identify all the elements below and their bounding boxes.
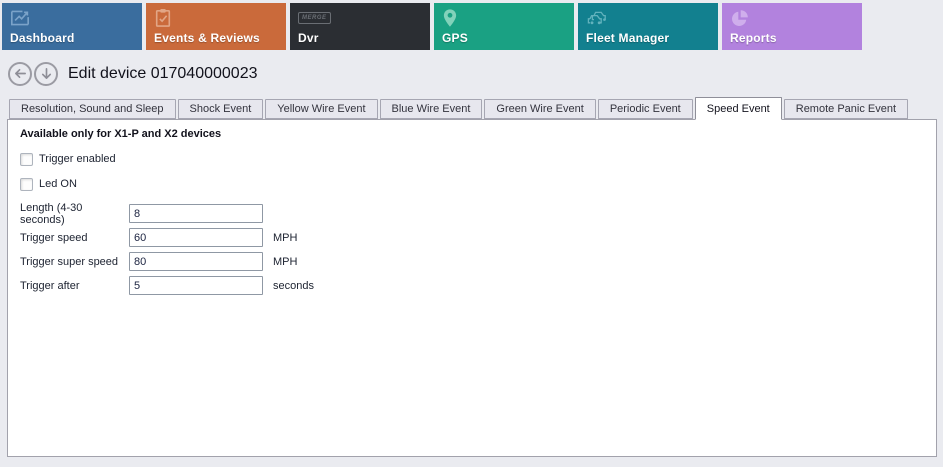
tab-periodic-event[interactable]: Periodic Event [597, 99, 693, 119]
download-button[interactable] [34, 61, 58, 86]
trigger-speed-input[interactable] [129, 228, 263, 247]
speed-event-panel: Available only for X1-P and X2 devices T… [7, 119, 937, 457]
length-label: Length (4-30 seconds) [20, 201, 83, 226]
dvr-device-icon: MERGE [298, 7, 331, 29]
trigger-super-speed-row: Trigger super speed MPH [20, 252, 936, 271]
trigger-speed-label: Trigger speed [20, 231, 88, 244]
tab-shock-event[interactable]: Shock Event [177, 99, 264, 119]
nav-tile-fleet-manager[interactable]: Fleet Manager [578, 3, 718, 50]
trigger-after-label: Trigger after [20, 279, 80, 292]
main-nav: Dashboard Events & Reviews MERGE Dvr GPS [0, 0, 943, 50]
trigger-super-speed-input[interactable] [129, 252, 263, 271]
nav-tile-gps[interactable]: GPS [434, 3, 574, 50]
settings-tab-bar: Resolution, Sound and Sleep Shock Event … [0, 97, 943, 120]
tab-green-wire-event[interactable]: Green Wire Event [484, 99, 596, 119]
led-on-label: Led ON [39, 178, 77, 190]
trigger-super-speed-unit: MPH [273, 255, 298, 268]
nav-tile-label: Fleet Manager [586, 31, 670, 45]
tab-speed-event[interactable]: Speed Event [694, 97, 782, 120]
trigger-enabled-checkbox[interactable] [20, 152, 33, 166]
trigger-speed-unit: MPH [273, 231, 298, 244]
led-on-row: Led ON [20, 177, 936, 191]
page-header: Edit device 017040000023 [0, 50, 943, 97]
nav-tile-dvr[interactable]: MERGE Dvr [290, 3, 430, 50]
length-row: Length (4-30 seconds) [20, 201, 936, 226]
nav-tile-reports[interactable]: Reports [722, 3, 862, 50]
nav-tile-label: Dvr [298, 31, 319, 45]
nav-tile-label: GPS [442, 31, 468, 45]
trigger-enabled-row: Trigger enabled [20, 152, 936, 166]
nav-tile-label: Events & Reviews [154, 31, 260, 45]
led-on-checkbox[interactable] [20, 177, 33, 191]
page-title: Edit device 017040000023 [68, 64, 258, 82]
trigger-enabled-label: Trigger enabled [39, 153, 116, 165]
tab-resolution-sound-sleep[interactable]: Resolution, Sound and Sleep [9, 99, 176, 119]
length-input[interactable] [129, 204, 263, 223]
tab-yellow-wire-event[interactable]: Yellow Wire Event [265, 99, 378, 119]
nav-tile-label: Dashboard [10, 31, 75, 45]
trigger-after-unit: seconds [273, 279, 314, 292]
trigger-super-speed-label: Trigger super speed [20, 255, 119, 268]
trigger-after-input[interactable] [129, 276, 263, 295]
trigger-speed-row: Trigger speed MPH [20, 228, 936, 247]
nav-tile-events-reviews[interactable]: Events & Reviews [146, 3, 286, 50]
pie-chart-icon [730, 7, 749, 29]
tab-remote-panic-event[interactable]: Remote Panic Event [783, 99, 909, 119]
availability-notice: Available only for X1-P and X2 devices [20, 128, 222, 140]
tab-blue-wire-event[interactable]: Blue Wire Event [379, 99, 483, 119]
vehicles-icon [586, 7, 610, 29]
nav-tile-dashboard[interactable]: Dashboard [2, 3, 142, 50]
checkbox-group: Trigger enabled Led ON [20, 152, 936, 191]
trend-chart-icon [10, 7, 30, 29]
arrow-left-icon [14, 68, 26, 79]
map-pin-icon [442, 7, 458, 29]
back-button[interactable] [8, 61, 32, 86]
clipboard-check-icon [154, 7, 172, 29]
dvr-icon-text: MERGE [298, 12, 331, 24]
arrow-down-icon [41, 68, 51, 79]
trigger-after-row: Trigger after seconds [20, 276, 936, 295]
nav-tile-label: Reports [730, 31, 777, 45]
